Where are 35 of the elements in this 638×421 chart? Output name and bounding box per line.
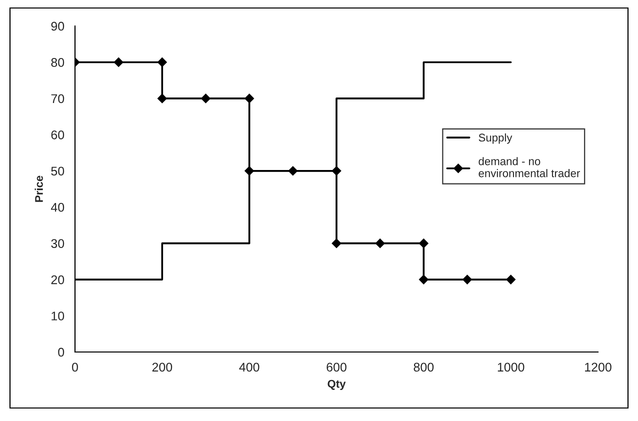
point — [201, 94, 210, 104]
point — [419, 274, 428, 284]
x-tick-label: 1000 — [498, 362, 524, 372]
y-tick-label: 30 — [51, 239, 64, 248]
point — [244, 94, 254, 104]
x-axis-title: Qty — [328, 380, 346, 390]
x-tick-label: 400 — [239, 362, 260, 372]
y-tick-label: 60 — [51, 130, 64, 140]
point — [158, 58, 167, 67]
x-tick-label: 0 — [72, 362, 78, 372]
x-tick-label: 600 — [326, 362, 346, 372]
point — [288, 166, 298, 176]
point — [244, 166, 254, 176]
y-tick-label: 0 — [58, 348, 64, 357]
y-tick-label: 10 — [52, 312, 64, 320]
y-tick-label: 20 — [51, 275, 64, 284]
y-tick-label: 80 — [51, 58, 64, 67]
legend-label: Supply — [478, 133, 512, 144]
point — [506, 274, 516, 284]
point — [158, 94, 167, 104]
point — [419, 238, 428, 248]
x-tick-label: 200 — [152, 362, 172, 372]
x-tick-label: 1200 — [585, 362, 612, 372]
y-tick-label: 70 — [51, 94, 64, 104]
point — [375, 238, 385, 248]
y-tick-label: 50 — [51, 166, 64, 176]
point — [332, 166, 342, 176]
point — [462, 274, 472, 284]
point — [114, 58, 124, 67]
x-tick-label: 800 — [414, 362, 434, 372]
y-tick-label: 90 — [51, 22, 64, 31]
point — [332, 238, 342, 248]
y-tick-label: 40 — [50, 202, 64, 212]
legend-label: demand - no environmental trader — [478, 157, 580, 178]
y-axis-title: Price — [34, 176, 43, 202]
